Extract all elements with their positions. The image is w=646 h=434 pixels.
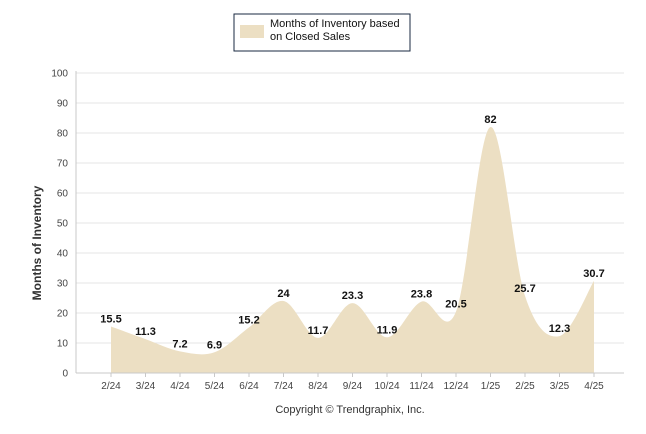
x-tick-label: 4/24 <box>170 381 190 392</box>
data-label: 15.2 <box>238 314 259 326</box>
x-tick-label: 4/25 <box>584 381 604 392</box>
y-axis-title: Months of Inventory <box>30 185 44 300</box>
data-label: 7.2 <box>172 338 187 350</box>
x-tick-label: 6/24 <box>239 381 259 392</box>
y-tick-label: 100 <box>51 69 68 80</box>
data-label: 11.7 <box>308 325 329 337</box>
y-tick-label: 40 <box>57 249 69 260</box>
data-label: 23.8 <box>411 289 432 301</box>
copyright-text: Copyright © Trendgraphix, Inc. <box>275 404 424 416</box>
data-label: 23.3 <box>342 290 363 302</box>
y-tick-label: 30 <box>57 279 69 290</box>
data-label: 11.9 <box>377 324 398 336</box>
axes <box>75 71 624 377</box>
y-tick-labels: 0 10 20 30 40 50 60 70 80 90 100 <box>51 69 68 380</box>
data-labels: 15.5 11.3 7.2 6.9 15.2 24 11.7 23.3 11.9 23.8 20.5… <box>100 114 604 351</box>
y-tick-label: 70 <box>57 159 69 170</box>
data-label: 24 <box>277 288 290 300</box>
x-tick-label: 10/24 <box>374 381 399 392</box>
data-label: 15.5 <box>100 314 121 326</box>
data-label: 11.3 <box>135 326 156 338</box>
x-tick-labels: 2/24 3/24 4/24 5/24 6/24 7/24 8/24 9/24 10/24 11/… <box>101 381 604 392</box>
x-tick-label: 12/24 <box>443 381 468 392</box>
series-area-path <box>111 126 594 373</box>
x-tick-label: 2/24 <box>101 381 121 392</box>
gridlines <box>76 72 624 344</box>
data-label: 6.9 <box>207 339 222 351</box>
y-tick-label: 20 <box>57 309 69 320</box>
data-label: 30.7 <box>583 268 604 280</box>
legend-label-line2: on Closed Sales <box>270 31 351 43</box>
y-tick-label: 0 <box>62 369 68 380</box>
data-label: 20.5 <box>445 299 466 311</box>
x-tick-label: 3/25 <box>550 381 570 392</box>
y-tick-label: 10 <box>57 339 69 350</box>
x-tick-label: 1/25 <box>481 381 501 392</box>
x-tick-label: 11/24 <box>409 381 434 392</box>
legend-swatch <box>240 25 264 38</box>
x-tick-label: 9/24 <box>343 381 363 392</box>
legend-label-line1: Months of Inventory based <box>270 18 400 30</box>
data-label: 12.3 <box>549 323 570 335</box>
series-area <box>111 126 594 373</box>
x-tick-label: 8/24 <box>308 381 328 392</box>
x-tick-label: 5/24 <box>205 381 225 392</box>
x-tick-label: 7/24 <box>274 381 294 392</box>
x-tick-label: 2/25 <box>515 381 535 392</box>
y-tick-label: 80 <box>57 129 69 140</box>
data-label: 82 <box>484 114 496 126</box>
chart-legend: Months of Inventory based on Closed Sale… <box>233 13 411 52</box>
y-tick-label: 90 <box>57 99 69 110</box>
y-tick-label: 60 <box>57 189 69 200</box>
data-label: 25.7 <box>514 283 535 295</box>
x-tick-label: 3/24 <box>136 381 156 392</box>
y-tick-label: 50 <box>57 219 69 230</box>
